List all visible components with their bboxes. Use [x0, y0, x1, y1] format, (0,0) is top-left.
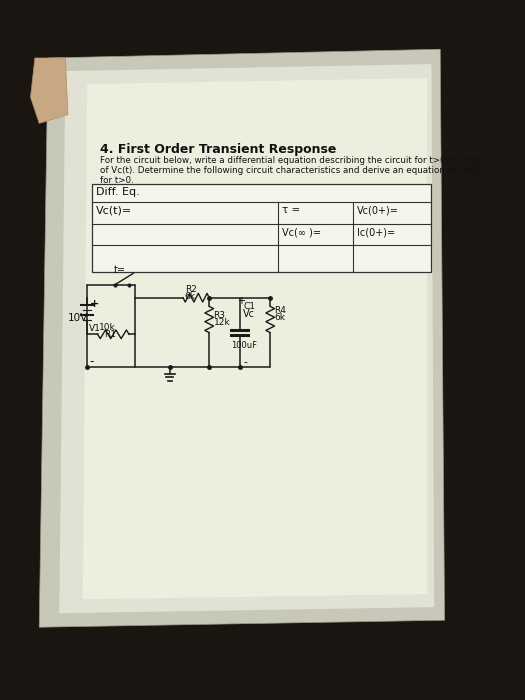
Text: Vc(0+)=: Vc(0+)=: [358, 205, 400, 216]
Text: 6k: 6k: [185, 292, 196, 300]
Text: +: +: [237, 296, 245, 306]
Polygon shape: [83, 78, 427, 599]
Text: 6k: 6k: [275, 314, 286, 323]
Text: of Vc(t). Determine the following circuit characteristics and derive an equation: of Vc(t). Determine the following circui…: [100, 166, 484, 175]
Text: -: -: [243, 357, 247, 367]
Text: R2: R2: [185, 285, 197, 293]
Text: 100uF: 100uF: [231, 342, 257, 350]
Polygon shape: [39, 49, 445, 627]
Text: 12k: 12k: [214, 318, 230, 327]
Text: +: +: [90, 300, 99, 309]
Text: for t>0.: for t>0.: [100, 176, 134, 185]
Text: C1: C1: [243, 302, 255, 311]
Polygon shape: [30, 58, 68, 123]
Text: -: -: [90, 355, 94, 368]
Text: R3: R3: [214, 311, 226, 320]
Text: R4: R4: [275, 307, 287, 316]
Text: Vc: Vc: [243, 309, 255, 319]
Polygon shape: [59, 64, 434, 613]
Text: τ =: τ =: [282, 205, 301, 216]
Text: Ic(0+)=: Ic(0+)=: [358, 227, 395, 237]
Text: V1: V1: [89, 324, 101, 332]
Text: 10k: 10k: [99, 323, 116, 332]
Text: Vc(t)=: Vc(t)=: [96, 205, 132, 216]
Text: 10V: 10V: [68, 314, 88, 323]
Text: For the circuit below, write a differential equation describing the circuit for : For the circuit below, write a different…: [100, 157, 485, 165]
Text: Vc(∞ )=: Vc(∞ )=: [282, 227, 321, 237]
Bar: [91, 184, 432, 272]
Text: t=: t=: [113, 265, 125, 274]
Text: R1: R1: [104, 330, 117, 339]
Text: 4. First Order Transient Response: 4. First Order Transient Response: [100, 143, 337, 155]
Text: Diff. Eq.: Diff. Eq.: [96, 187, 140, 197]
